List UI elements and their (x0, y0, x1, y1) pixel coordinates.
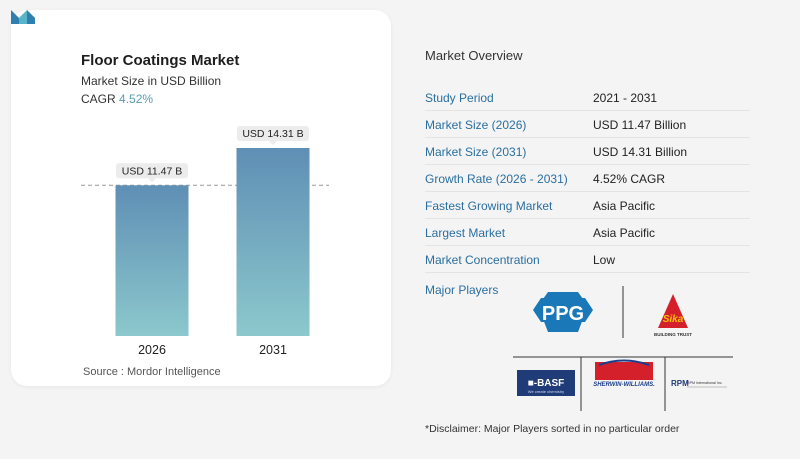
basf-logo: ■-BASF We create chemistry (517, 370, 575, 396)
rpm-tagline: RPM International Inc. (687, 381, 723, 385)
row-key: Market Concentration (425, 253, 540, 267)
chart-card: Floor Coatings Market Market Size in USD… (11, 10, 391, 386)
row-key: Market Size (2026) (425, 118, 527, 132)
market-overview-panel: Market Overview Study Period 2021 - 2031… (425, 0, 795, 459)
row-key: Growth Rate (2026 - 2031) (425, 172, 568, 186)
x-tick-label: 2026 (138, 343, 166, 357)
sika-logo-text: Sika (663, 314, 684, 325)
data-label-pointer (148, 178, 156, 183)
sherwin-williams-logo-text: SHERWIN-WILLIAMS. (593, 382, 655, 388)
ppg-logo-text: PPG (542, 303, 584, 325)
cagr-line: CAGR 4.52% (81, 92, 153, 106)
rpm-logo-text: RPM (671, 379, 689, 388)
overview-row-concentration: Market Concentration Low (425, 246, 750, 273)
major-players-logos: PPG Sika BUILDING TRUST ■-BASF We create… (513, 286, 733, 411)
chart-subtitle: Market Size in USD Billion (81, 74, 222, 88)
row-value: 2021 - 2031 (593, 91, 658, 105)
x-tick-label: 2031 (259, 343, 287, 357)
bar-chart: USD 11.47 B 2026 USD 14.31 B 2031 (81, 126, 329, 357)
sika-logo: Sika BUILDING TRUST (654, 294, 692, 337)
data-label: USD 14.31 B (242, 128, 303, 140)
row-value: 4.52% CAGR (593, 172, 666, 186)
row-value: Asia Pacific (593, 199, 656, 213)
rpm-logo: RPM RPM International Inc. (671, 379, 727, 388)
row-value: Asia Pacific (593, 226, 656, 240)
row-key: Study Period (425, 91, 494, 105)
overview-title: Market Overview (425, 48, 523, 63)
basf-tagline: We create chemistry (528, 389, 564, 394)
cagr-value: 4.52% (119, 92, 154, 106)
bar-2026 (115, 185, 189, 336)
row-value: USD 14.31 Billion (593, 145, 688, 159)
overview-row-growth-rate: Growth Rate (2026 - 2031) 4.52% CAGR (425, 165, 750, 192)
basf-logo-text: ■-BASF (528, 378, 565, 389)
overview-row-study-period: Study Period 2021 - 2031 (425, 84, 750, 111)
data-label-bg (237, 126, 309, 141)
row-key: Largest Market (425, 226, 506, 240)
major-players-label: Major Players (425, 283, 499, 297)
row-key: Fastest Growing Market (425, 199, 553, 213)
data-label: USD 11.47 B (122, 165, 183, 177)
ppg-logo: PPG (533, 292, 593, 332)
row-key: Market Size (2031) (425, 145, 527, 159)
sherwin-williams-logo: SHERWIN-WILLIAMS. (593, 359, 655, 388)
bar-2031 (236, 148, 310, 336)
chart-title: Floor Coatings Market (81, 52, 240, 69)
row-value: USD 11.47 Billion (593, 118, 687, 132)
overview-row-fastest-growing: Fastest Growing Market Asia Pacific (425, 192, 750, 219)
overview-row-size-2026: Market Size (2026) USD 11.47 Billion (425, 111, 750, 138)
data-label-pointer (269, 141, 277, 145)
mordor-logo-icon (11, 10, 35, 24)
sika-tagline: BUILDING TRUST (654, 332, 692, 337)
overview-row-size-2031: Market Size (2031) USD 14.31 Billion (425, 138, 750, 165)
data-label-bg (116, 163, 188, 179)
cagr-label: CAGR (81, 92, 116, 106)
row-value: Low (593, 253, 616, 267)
source-note: Source : Mordor Intelligence (83, 366, 221, 378)
overview-row-largest-market: Largest Market Asia Pacific (425, 219, 750, 246)
disclaimer: *Disclaimer: Major Players sorted in no … (425, 423, 680, 435)
